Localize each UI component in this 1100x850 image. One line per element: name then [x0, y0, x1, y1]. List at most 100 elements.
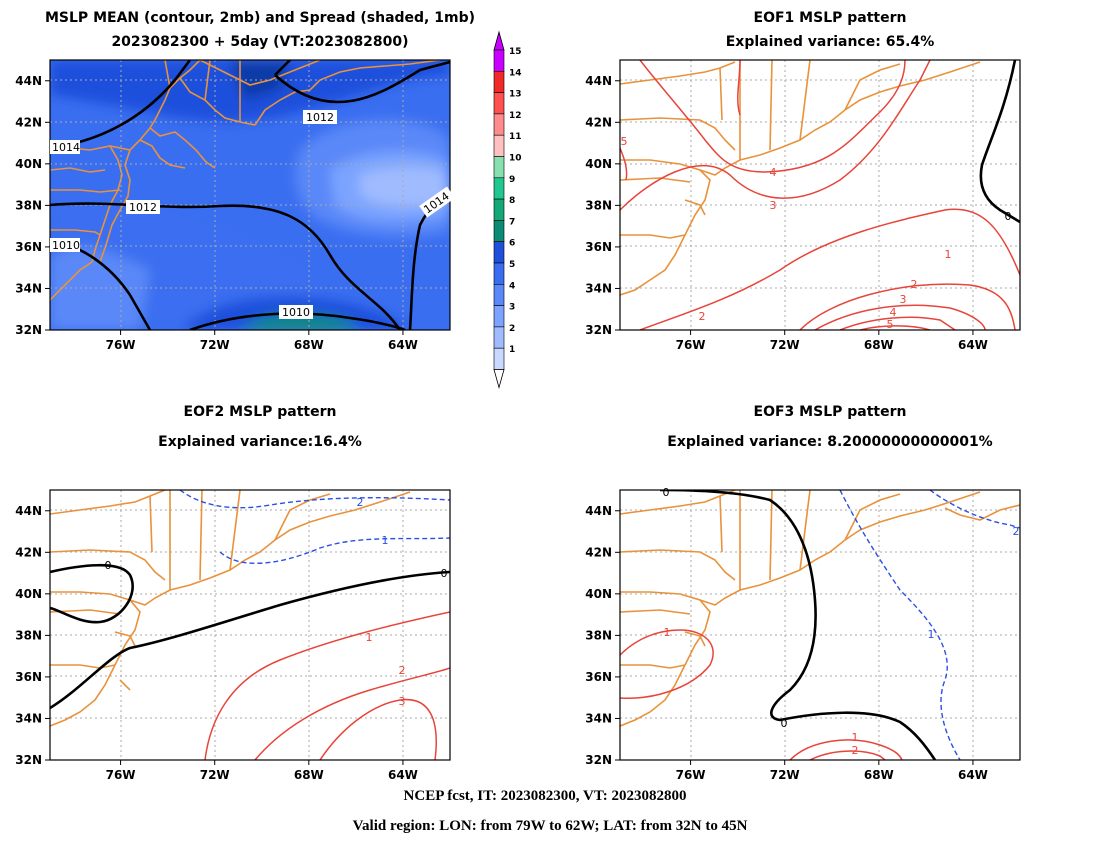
colorbar-swatch: [493, 92, 505, 115]
panel4-grid: [620, 490, 1020, 760]
x-tick-label: 64W: [388, 338, 418, 352]
eof3-label-0b: 0: [781, 717, 788, 730]
panel3-frame: [49, 489, 451, 761]
panel3-contour-labels: 2 1 0 0 1 2 3: [105, 496, 448, 708]
panel1-map: 1012 1014 1012 1010 1010 1014: [49, 59, 456, 331]
contour-label-1010-a: 1010: [52, 239, 80, 252]
eof1-label-2b: 2: [911, 278, 918, 291]
coastline-overlay: [620, 490, 1020, 727]
eof2-label-1: 1: [366, 631, 373, 644]
eof3-negative-contours: [839, 490, 1020, 760]
y-tick-label: 36N: [585, 240, 612, 254]
colorbar-swatch: [493, 134, 505, 157]
x-tick-label: 72W: [200, 338, 230, 352]
y-tick-label: 34N: [15, 281, 42, 295]
x-tick-label: 64W: [388, 768, 418, 782]
x-tick-label: 68W: [864, 338, 894, 352]
panel4-frame: [619, 489, 1021, 761]
x-tick-label: 68W: [294, 338, 324, 352]
colorbar-swatch: [493, 347, 505, 370]
panel2-grid: [620, 60, 1020, 330]
colorbar-swatch: [493, 262, 505, 285]
colorbar-label: 14: [509, 68, 522, 78]
panel3-map: 2 1 0 0 1 2 3: [49, 489, 451, 761]
y-tick-label: 34N: [585, 711, 612, 725]
panel4-contour-labels: 0 0 1 1 2 1 2: [663, 486, 1020, 757]
x-tick-label: 76W: [106, 768, 136, 782]
colorbar-label: 1: [509, 345, 515, 355]
colorbar-swatch: [493, 177, 505, 200]
eof2-negative-contours: [179, 490, 450, 565]
eof1-label-0: 0: [1005, 210, 1012, 223]
eof1-label-2: 2: [699, 310, 706, 323]
colorbar-label: 3: [509, 303, 515, 313]
colorbar-label: 15: [509, 47, 522, 57]
x-tick-label: 76W: [676, 768, 706, 782]
colorbar-label: 4: [509, 281, 515, 291]
contour-label-1010-b: 1010: [282, 306, 310, 319]
x-tick-label: 76W: [106, 338, 136, 352]
eof1-positive-contours: [620, 60, 1020, 330]
y-tick-label: 42N: [585, 545, 612, 559]
y-tick-label: 42N: [15, 545, 42, 559]
y-tick-label: 42N: [15, 115, 42, 129]
y-tick-label: 40N: [585, 587, 612, 601]
coastline-overlay: [620, 60, 981, 296]
contour-label-1012-b: 1012: [129, 201, 157, 214]
panel2-frame: [619, 59, 1021, 331]
colorbar-label: 9: [509, 175, 515, 185]
eof2-positive-contours: [204, 611, 450, 760]
x-tick-label: 72W: [770, 338, 800, 352]
colorbar-swatch: [493, 49, 505, 72]
eof2-zero-contours: [50, 563, 450, 710]
eof3-label-minus1: 1: [928, 628, 935, 641]
colorbar-label: 6: [509, 239, 515, 249]
contour-label-1014-a: 1014: [52, 141, 80, 154]
eof3-zero-contour: [659, 490, 937, 760]
eof1-label-3: 3: [770, 199, 777, 212]
y-tick-label: 36N: [15, 240, 42, 254]
eof2-label-0a: 0: [105, 559, 112, 572]
y-tick-label: 44N: [15, 74, 42, 88]
y-tick-label: 40N: [585, 157, 612, 171]
colorbar-swatch: [493, 220, 505, 242]
colorbar-label: 7: [509, 217, 515, 227]
y-tick-label: 38N: [15, 198, 42, 212]
eof2-label-3: 3: [399, 695, 406, 708]
footer-issue-line: NCEP fcst, IT: 2023082300, VT: 202308280…: [403, 788, 687, 804]
y-tick-label: 32N: [15, 323, 42, 337]
eof2-label-minus1: 1: [382, 534, 389, 547]
panel2-subtitle: Explained variance: 65.4%: [725, 34, 935, 50]
spread-colorbar: 15 14 13 12 11 10 9 8 7 6 5 4 3 2 1: [493, 30, 522, 389]
y-tick-label: 32N: [585, 323, 612, 337]
x-tick-label: 76W: [676, 338, 706, 352]
colorbar-swatch: [493, 241, 505, 264]
panel3-title: EOF2 MSLP pattern: [183, 404, 337, 420]
colorbar-swatch: [493, 326, 505, 349]
colorbar-swatch: [493, 113, 505, 136]
panel2-contour-labels: 4 3 1 2 3 4 5 2 0 5: [621, 135, 1012, 331]
eof1-label-4: 4: [770, 166, 777, 179]
panel2-title: EOF1 MSLP pattern: [753, 10, 907, 26]
colorbar-label: 5: [509, 260, 515, 270]
panel3-subtitle: Explained variance:16.4%: [158, 434, 362, 450]
colorbar-bottom-arrow: [493, 369, 505, 389]
y-tick-label: 40N: [15, 587, 42, 601]
eof1-label-1: 1: [945, 248, 952, 261]
eof1-label-4b: 4: [890, 306, 897, 319]
colorbar-label: 10: [509, 154, 522, 164]
y-tick-label: 38N: [15, 628, 42, 642]
eof2-label-2: 2: [399, 664, 406, 677]
eof1-label-5b: 5: [621, 135, 628, 148]
panel4-title: EOF3 MSLP pattern: [753, 404, 907, 420]
y-tick-label: 40N: [15, 157, 42, 171]
y-tick-label: 44N: [15, 504, 42, 518]
coastline-overlay: [50, 490, 411, 727]
panel4-map: 0 0 1 1 2 1 2: [619, 486, 1021, 761]
panel3-grid: [50, 490, 450, 760]
y-tick-label: 32N: [585, 753, 612, 767]
eof3-label-1b: 1: [852, 731, 859, 744]
footer-region-line: Valid region: LON: from 79W to 62W; LAT:…: [352, 818, 748, 834]
colorbar-label: 12: [509, 111, 522, 121]
